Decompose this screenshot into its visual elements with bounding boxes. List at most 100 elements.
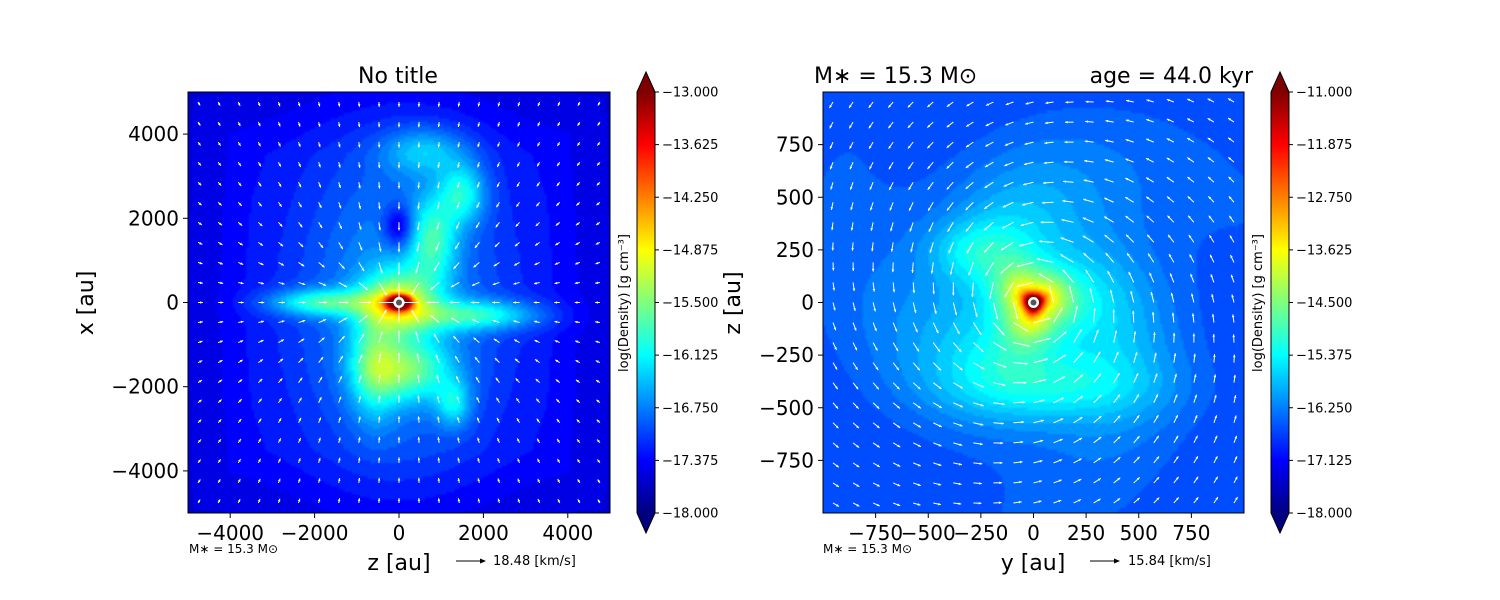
velocity-arrow-head <box>1098 373 1102 377</box>
velocity-arrow-head <box>849 166 853 170</box>
velocity-arrow-head <box>1155 415 1159 419</box>
velocity-arrow-head <box>417 457 421 461</box>
velocity-arrow-head <box>834 347 837 351</box>
velocity-arrow-head <box>323 283 327 286</box>
velocity-arrow-head <box>1097 478 1101 481</box>
velocity-arrow-head <box>1231 314 1235 318</box>
velocity-arrow-head <box>339 225 342 229</box>
velocity-arrow-head <box>1207 118 1211 121</box>
velocity-arrow-head <box>377 185 381 189</box>
velocity-arrow-head <box>1116 373 1120 377</box>
velocity-arrow-head <box>948 250 951 254</box>
velocity-arrow-head <box>455 355 458 359</box>
velocity-arrow-head <box>952 292 955 296</box>
velocity-arrow-head <box>596 419 600 423</box>
velocity-arrow-head <box>927 186 931 190</box>
velocity-arrow-head <box>938 405 942 408</box>
velocity-arrow-head <box>437 124 441 128</box>
velocity-arrow-head <box>1132 310 1135 314</box>
velocity-arrow-head <box>258 143 261 147</box>
velocity-arrow-head <box>917 483 921 486</box>
velocity-arrow-head <box>197 479 201 483</box>
velocity-arrow-head <box>218 202 222 206</box>
velocity-arrow-head <box>474 245 478 248</box>
velocity-arrow-head <box>1228 118 1232 121</box>
right-arrow-key-head <box>1114 558 1120 564</box>
velocity-arrow-head <box>378 395 381 399</box>
velocity-arrow-head <box>318 164 321 168</box>
velocity-arrow-head <box>981 366 985 370</box>
velocity-arrow-head <box>1211 313 1215 317</box>
velocity-arrow-head <box>1039 460 1043 463</box>
velocity-arrow-head <box>835 405 839 409</box>
right-y-ticks: 750 500 250 0 −250 −500 −750 <box>759 133 823 472</box>
velocity-arrow-head <box>596 182 600 186</box>
velocity-arrow-head <box>1207 137 1211 141</box>
velocity-arrow-head <box>1188 215 1191 219</box>
left-colorbar-ticks: −13.000 −13.625 −14.250 −14.875 −15.500 −16.1… <box>655 86 718 522</box>
velocity-arrow-head <box>1187 196 1191 200</box>
velocity-arrow-head <box>378 353 382 357</box>
velocity-arrow-head <box>1195 497 1199 501</box>
velocity-arrow-head <box>453 266 457 269</box>
velocity-arrow-head <box>281 320 285 323</box>
velocity-arrow-head <box>1135 373 1139 377</box>
velocity-arrow-head <box>1079 417 1083 420</box>
velocity-arrow-head <box>595 301 598 304</box>
velocity-arrow-head <box>1215 476 1218 480</box>
velocity-arrow-head <box>197 102 201 106</box>
velocity-arrow-head <box>238 143 241 147</box>
velocity-arrow-head <box>344 317 347 321</box>
velocity-arrow-head <box>831 247 835 251</box>
velocity-arrow-head <box>834 366 838 370</box>
velocity-arrow-head <box>870 207 873 211</box>
velocity-arrow-head <box>894 328 898 332</box>
velocity-arrow-head <box>852 288 856 292</box>
velocity-arrow-head <box>338 396 342 400</box>
velocity-arrow-head <box>937 502 941 506</box>
velocity-arrow-head <box>577 162 580 166</box>
velocity-arrow-head <box>338 185 341 189</box>
velocity-arrow-head <box>1125 158 1129 162</box>
velocity-arrow-head <box>984 249 987 253</box>
x-tick-label: −250 <box>953 521 1008 545</box>
velocity-arrow-head <box>897 483 901 487</box>
velocity-arrow-head <box>219 262 223 265</box>
velocity-arrow-head <box>897 425 901 428</box>
velocity-arrow-head <box>1097 351 1101 355</box>
velocity-arrow-head <box>199 242 203 245</box>
velocity-arrow-head <box>574 281 578 285</box>
velocity-arrow-head <box>597 499 601 503</box>
velocity-arrow-head <box>937 348 940 352</box>
velocity-arrow-head <box>496 184 500 188</box>
velocity-arrow-head <box>1156 497 1160 501</box>
velocity-arrow-head <box>959 385 963 389</box>
velocity-arrow-head <box>876 444 880 448</box>
velocity-arrow-head <box>378 206 381 210</box>
velocity-arrow-head <box>1098 395 1102 398</box>
velocity-arrow-head <box>1117 415 1121 419</box>
velocity-arrow-head <box>357 124 361 128</box>
velocity-arrow-head <box>959 423 963 427</box>
velocity-arrow-head <box>417 477 421 481</box>
velocity-arrow-head <box>302 282 306 286</box>
velocity-arrow-head <box>556 399 560 402</box>
velocity-arrow-head <box>1127 253 1130 257</box>
velocity-arrow-head <box>497 498 501 502</box>
velocity-arrow-head <box>1210 274 1214 278</box>
velocity-arrow-head <box>1232 334 1236 338</box>
velocity-arrow-head <box>575 222 579 226</box>
velocity-arrow-head <box>436 375 440 379</box>
velocity-arrow-head <box>554 281 558 285</box>
velocity-arrow-head <box>927 145 931 149</box>
right-arrow-key: 15.84 [km/s] <box>1090 554 1211 569</box>
velocity-arrow-head <box>830 206 834 210</box>
left-arrow-key-head <box>480 558 486 564</box>
velocity-arrow-head <box>938 443 942 447</box>
velocity-arrow-head <box>959 367 963 371</box>
velocity-arrow-head <box>907 125 911 128</box>
velocity-arrow-head <box>1082 235 1086 239</box>
velocity-arrow-head <box>1037 258 1040 261</box>
velocity-arrow-head <box>932 291 935 295</box>
velocity-arrow-head <box>908 186 912 190</box>
